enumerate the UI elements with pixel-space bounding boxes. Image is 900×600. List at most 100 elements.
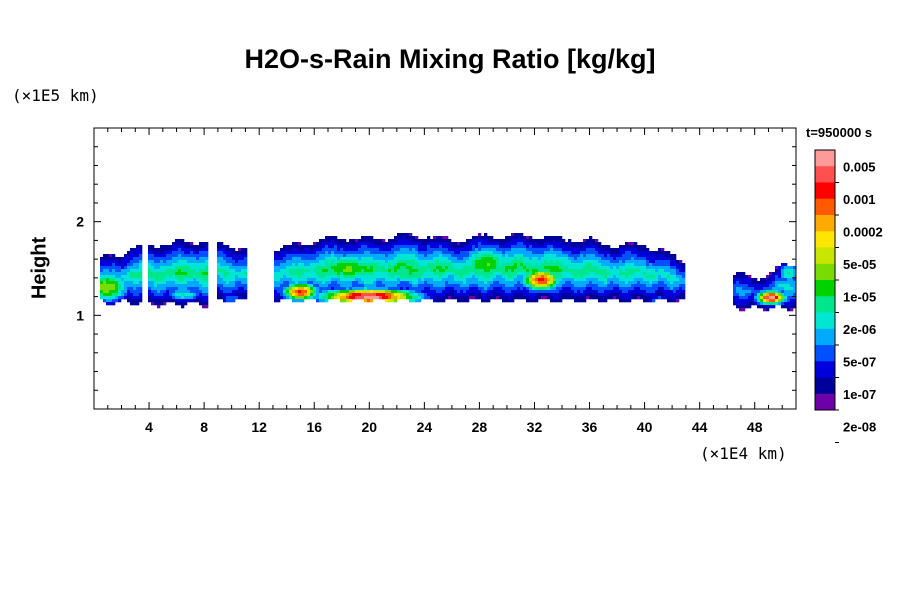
field-cell [394, 293, 398, 297]
field-cell [619, 254, 623, 258]
field-cell [481, 257, 485, 261]
field-cell [166, 284, 170, 288]
field-cell [427, 248, 431, 252]
field-cell [583, 296, 587, 300]
field-cell [352, 239, 356, 243]
field-cell [412, 281, 416, 285]
field-cell [526, 239, 530, 243]
field-cell [670, 272, 674, 276]
field-cell [664, 293, 668, 297]
field-cell [553, 278, 557, 282]
field-cell [280, 260, 284, 264]
field-cell [535, 245, 539, 249]
field-cell [160, 263, 164, 267]
field-cell [766, 290, 770, 294]
field-cell [205, 293, 209, 297]
field-cell [517, 242, 521, 246]
field-cell [628, 290, 632, 294]
field-cell [340, 257, 344, 261]
field-cell [484, 245, 488, 249]
field-cell [106, 269, 110, 273]
field-cell [583, 275, 587, 279]
field-cell [304, 260, 308, 264]
field-cell [748, 302, 752, 306]
field-cell [670, 287, 674, 291]
field-cell [523, 257, 527, 261]
field-cell [493, 281, 497, 285]
field-cell [763, 287, 767, 291]
field-cell [544, 248, 548, 252]
field-cell [556, 248, 560, 252]
field-cell [157, 254, 161, 258]
field-cell [556, 290, 560, 294]
field-cell [529, 248, 533, 252]
field-cell [400, 239, 404, 243]
field-cell [100, 275, 104, 279]
field-cell [616, 293, 620, 297]
field-cell [529, 290, 533, 294]
field-cell [226, 287, 230, 291]
field-cell [562, 293, 566, 297]
field-cell [511, 269, 515, 273]
field-cell [193, 269, 197, 273]
field-cell [793, 302, 796, 306]
field-cell [754, 278, 758, 282]
field-cell [568, 296, 572, 300]
field-cell [409, 275, 413, 279]
field-cell [421, 242, 425, 246]
field-cell [649, 269, 653, 273]
field-cell [379, 251, 383, 255]
field-cell [538, 245, 542, 249]
field-cell [793, 290, 796, 294]
field-cell [559, 287, 563, 291]
field-cell [412, 290, 416, 294]
field-cell [121, 275, 125, 279]
field-cell [634, 266, 638, 270]
field-cell [346, 269, 350, 273]
field-cell [325, 299, 329, 303]
field-cell [649, 263, 653, 267]
field-cell [169, 296, 173, 300]
field-cell [172, 263, 176, 267]
field-cell [436, 236, 440, 240]
field-cell [562, 296, 566, 300]
field-cell [322, 293, 326, 297]
field-cell [646, 275, 650, 279]
field-cell [667, 251, 671, 255]
field-cell [346, 242, 350, 246]
field-cell [625, 293, 629, 297]
field-cell [331, 257, 335, 261]
field-cell [511, 248, 515, 252]
field-cell [118, 275, 122, 279]
field-cell [235, 257, 239, 261]
field-cell [466, 296, 470, 300]
field-cell [652, 278, 656, 282]
field-cell [274, 254, 278, 258]
field-cell [790, 302, 794, 306]
field-cell [241, 281, 245, 285]
field-cell [586, 254, 590, 258]
field-cell [535, 269, 539, 273]
field-cell [241, 272, 245, 276]
field-cell [370, 275, 374, 279]
field-cell [541, 281, 545, 285]
field-cell [178, 302, 182, 306]
field-cell [157, 272, 161, 276]
field-cell [352, 287, 356, 291]
field-cell [379, 260, 383, 264]
field-cell [517, 245, 521, 249]
field-cell [112, 281, 116, 285]
colorbar-swatch [815, 377, 835, 395]
field-cell [334, 254, 338, 258]
field-cell [178, 245, 182, 249]
field-cell [421, 263, 425, 267]
field-cell [478, 260, 482, 264]
field-cell [676, 275, 680, 279]
field-cell [196, 245, 200, 249]
field-cell [751, 287, 755, 291]
field-cell [739, 275, 743, 279]
field-cell [472, 245, 476, 249]
field-cell [493, 275, 497, 279]
field-cell [448, 263, 452, 267]
field-cell [556, 269, 560, 273]
